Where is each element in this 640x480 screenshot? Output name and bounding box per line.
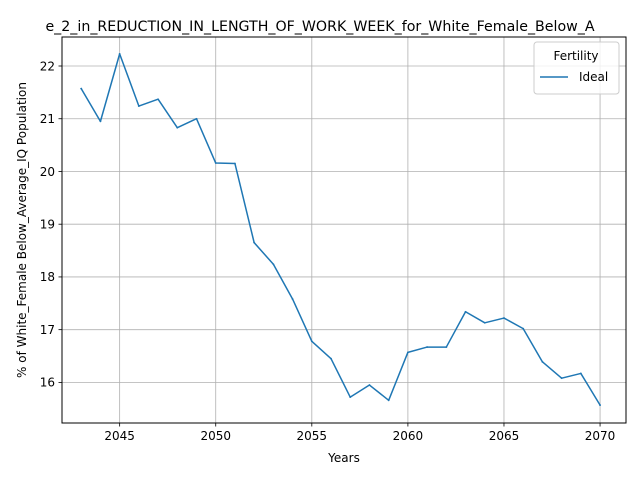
y-tick-label: 20 <box>40 165 55 179</box>
data-point <box>522 327 525 330</box>
data-point <box>579 372 582 375</box>
data-point <box>214 162 217 164</box>
y-tick-label: 16 <box>40 376 55 390</box>
data-point <box>157 98 159 101</box>
data-point <box>464 310 467 313</box>
data-point <box>426 346 429 348</box>
grid-lines <box>62 37 626 423</box>
x-axis-ticks: 2045 2050 2055 2060 2065 2070 <box>104 423 615 443</box>
data-point <box>291 298 294 300</box>
data-point <box>310 340 313 343</box>
data-point <box>234 162 236 165</box>
legend-box <box>533 41 620 95</box>
x-tick-label: 2070 <box>585 429 616 443</box>
data-point <box>330 357 332 360</box>
legend-title: Fertility <box>553 49 598 63</box>
series-lines <box>80 52 602 407</box>
y-axis-label: % of White_Female Below_Average_IQ Popul… <box>15 82 29 378</box>
legend-label-ideal: Ideal <box>579 70 608 84</box>
data-point <box>445 346 448 348</box>
x-tick-label: 2050 <box>200 429 231 443</box>
data-point <box>349 396 352 399</box>
data-point <box>137 105 140 107</box>
series-line-ideal <box>80 53 602 407</box>
chart-title: e_2_in_REDUCTION_IN_LENGTH_OF_WORK_WEEK_… <box>45 19 594 35</box>
x-tick-label: 2045 <box>104 429 135 443</box>
x-axis-label: Years <box>327 451 360 465</box>
legend: Fertility Ideal <box>533 41 620 95</box>
y-tick-label: 22 <box>40 59 55 73</box>
plot-frame <box>61 36 627 424</box>
x-tick-label: 2055 <box>297 429 328 443</box>
y-tick-label: 18 <box>40 270 55 284</box>
data-point <box>406 351 409 354</box>
x-tick-label: 2060 <box>393 429 424 443</box>
data-point <box>541 360 544 363</box>
data-point <box>176 126 179 129</box>
x-tick-label: 2065 <box>489 429 520 443</box>
data-point <box>560 377 563 380</box>
y-tick-label: 21 <box>40 112 55 126</box>
data-point <box>368 384 371 386</box>
data-point <box>253 241 256 244</box>
data-point <box>272 263 275 266</box>
data-point <box>599 404 601 406</box>
data-point <box>80 87 83 90</box>
y-tick-label: 19 <box>40 217 55 231</box>
data-point <box>483 321 486 324</box>
y-axis-ticks: 16 17 18 19 20 21 22 <box>40 59 62 390</box>
data-point <box>503 317 505 319</box>
data-point <box>387 399 390 402</box>
data-point <box>99 120 102 123</box>
y-tick-label: 17 <box>40 323 55 337</box>
data-point <box>195 117 198 120</box>
data-point <box>118 52 121 55</box>
